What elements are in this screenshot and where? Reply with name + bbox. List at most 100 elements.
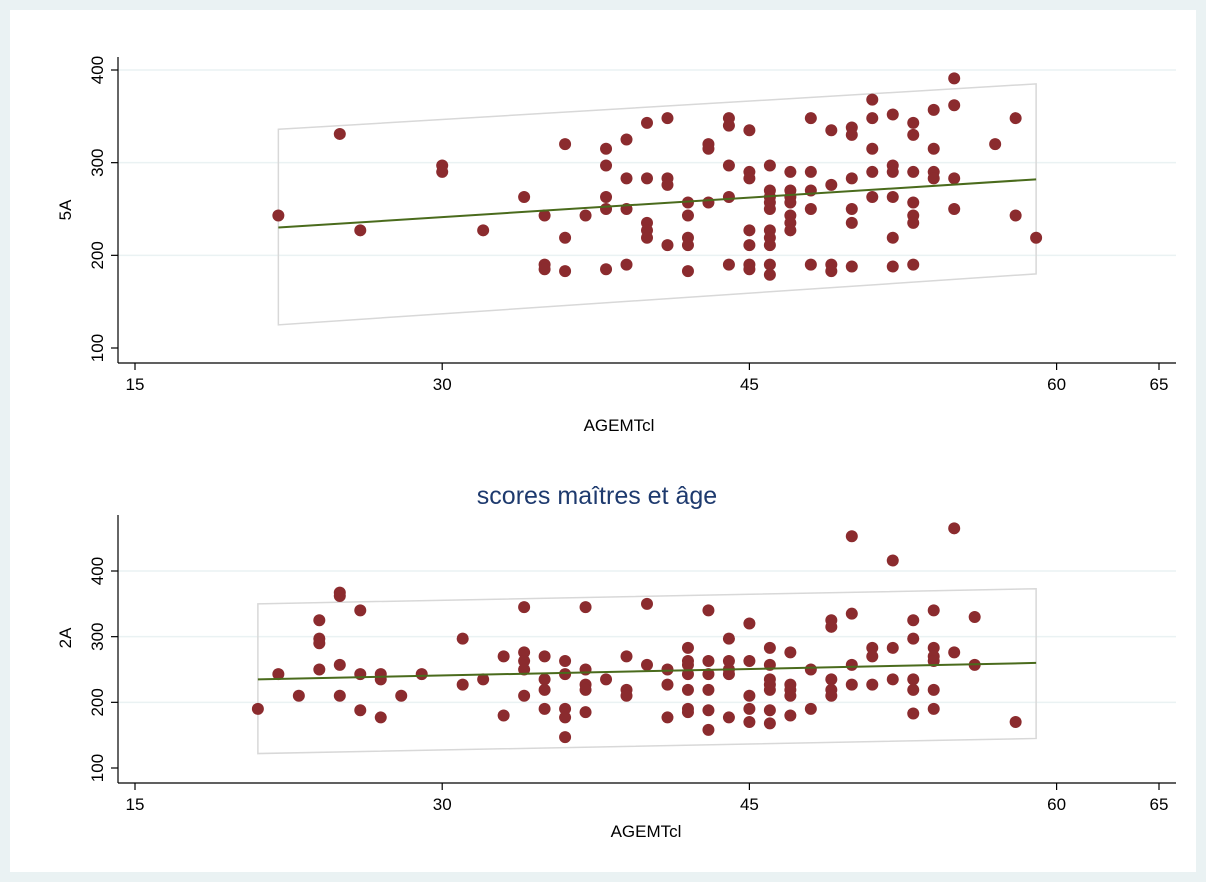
- plot-2a-data-point: [518, 689, 531, 702]
- plot-2a-data-point: [456, 632, 469, 645]
- plot-2a-data-point: [681, 683, 694, 696]
- plot-5a-data-point: [641, 172, 653, 185]
- plot-5a-x-axis-title: AGEMTcl: [584, 416, 655, 435]
- plot-2a-data-point: [907, 632, 920, 645]
- plot-5a-data-point: [866, 190, 879, 203]
- plot-2a-data-point: [415, 668, 428, 681]
- plot-5a-data-point: [927, 172, 940, 185]
- plot-2a-data-point: [497, 709, 510, 722]
- plot-5a-data-point: [620, 172, 633, 185]
- plot-2a-data-point: [825, 620, 838, 633]
- plot-5a-data-point: [763, 239, 776, 252]
- plot-5a-data-point: [763, 159, 776, 172]
- plot-2a-data-point: [743, 716, 756, 729]
- plot-5a-data-point: [907, 216, 920, 229]
- plot-5a-data-point: [866, 112, 879, 125]
- plot-2a-data-point: [763, 717, 776, 730]
- plot-2a-data-point: [907, 683, 920, 696]
- plot-5a-data-point: [948, 72, 961, 85]
- plot-2a-y-tick-label: 200: [88, 688, 107, 716]
- plot-5a-data-point: [661, 178, 674, 191]
- plot-2a-data-point: [702, 654, 715, 667]
- plot-5a-x-tick-label: 30: [433, 375, 452, 394]
- plot-2a-data-point: [784, 709, 797, 722]
- plot-5a-data-point: [804, 165, 817, 178]
- plot-5a-data-point: [948, 172, 961, 185]
- plot-2a-data-point: [600, 673, 613, 686]
- plot-2a: scores maîtres et âge AGEMTcl 2A 100 200 3…: [56, 482, 1176, 841]
- plot-2a-data-point: [559, 668, 572, 681]
- plot-5a-data-point: [948, 203, 961, 215]
- plot-2a-data-point: [538, 673, 551, 686]
- plot-2a-x-tick-label: 60: [1047, 795, 1066, 814]
- plot-5a-data-point: [518, 190, 531, 203]
- plot-2a-data-point: [927, 641, 940, 654]
- plot-2a-data-point: [722, 654, 735, 667]
- plot-2a-data-point: [272, 668, 285, 681]
- plot-2a-y-tick-label: 400: [88, 557, 107, 585]
- plot-5a-data-point: [845, 128, 858, 141]
- plot-5a-data-point: [804, 112, 817, 125]
- plot-5a-data-point: [763, 268, 776, 281]
- plot-5a-x-tick-label: 65: [1150, 375, 1169, 394]
- plot-2a-data-point: [354, 604, 367, 617]
- plot-5a-data-point: [559, 265, 572, 278]
- plot-5a-data-point: [804, 258, 817, 271]
- plot-2a-data-point: [763, 641, 776, 654]
- plot-5a-data-point: [477, 224, 490, 237]
- plot-5a-data-point: [948, 99, 961, 112]
- plot-5a-y-tick-label: 200: [88, 241, 107, 269]
- plot-2a-data-point: [743, 702, 756, 715]
- plot-2a-data-point: [907, 673, 920, 686]
- plot-2a-data-point: [456, 678, 469, 691]
- plot-2a-y-tick-label: 300: [88, 622, 107, 650]
- plot-5a-data-point: [907, 196, 920, 209]
- plot-5a: AGEMTcl 5A 100 200 300 400 15 30 45 60 65: [56, 56, 1176, 435]
- plot-5a-data-point: [763, 203, 776, 215]
- plot-2a-data-point: [886, 554, 899, 567]
- plot-2a-data-point: [927, 604, 940, 617]
- plot-5a-data-point: [600, 263, 613, 276]
- plot-5a-data-point: [784, 196, 797, 209]
- plot-5a-data-point: [559, 138, 572, 151]
- plot-2a-data-point: [374, 673, 387, 686]
- plot-5a-data-point: [579, 209, 592, 222]
- plot-2a-data-point: [702, 604, 715, 617]
- plot-5a-data-point: [641, 116, 653, 129]
- plot-2a-data-point: [722, 668, 735, 681]
- plot-2a-x-tick-label: 15: [126, 795, 145, 814]
- plot-2a-data-point: [395, 689, 408, 702]
- plot-5a-y-tick-label: 100: [88, 334, 107, 362]
- plot-2a-x-tick-label: 30: [433, 795, 452, 814]
- plot-2a-data-point: [927, 654, 940, 667]
- plot-2a-data-point: [559, 731, 572, 744]
- plot-5a-data-point: [743, 239, 756, 252]
- plot-2a-data-point: [559, 711, 572, 724]
- plot-2a-data-point: [620, 689, 633, 702]
- plot-5a-data-point: [722, 190, 735, 203]
- plot-2a-data-point: [681, 706, 694, 719]
- plot-2a-data-point: [251, 702, 264, 715]
- plot-2a-data-point: [702, 704, 715, 717]
- plot-2a-y-axis-title: 2A: [56, 627, 75, 648]
- plot-2a-data-point: [845, 530, 858, 543]
- plot-5a-data-point: [886, 165, 899, 178]
- plot-5a-data-point: [845, 216, 858, 229]
- plot-5a-data-point: [436, 165, 449, 178]
- plot-2a-data-point: [354, 668, 367, 681]
- plot-2a-data-point: [641, 658, 653, 671]
- plot-5a-data-point: [845, 172, 858, 185]
- plot-5a-data-point: [661, 112, 674, 125]
- plot-5a-data-point: [866, 93, 879, 106]
- plot-5a-data-point: [600, 159, 613, 172]
- plot-2a-data-point: [927, 702, 940, 715]
- plot-2a-data-point: [579, 601, 592, 614]
- plot-2a-data-point: [518, 654, 531, 667]
- plot-2a-data-point: [722, 711, 735, 724]
- plot-2a-data-point: [641, 597, 653, 610]
- plot-5a-x-tick-label: 60: [1047, 375, 1066, 394]
- plot-2a-data-point: [845, 678, 858, 691]
- plot-2a-data-point: [354, 704, 367, 717]
- plot-2a-data-point: [763, 683, 776, 696]
